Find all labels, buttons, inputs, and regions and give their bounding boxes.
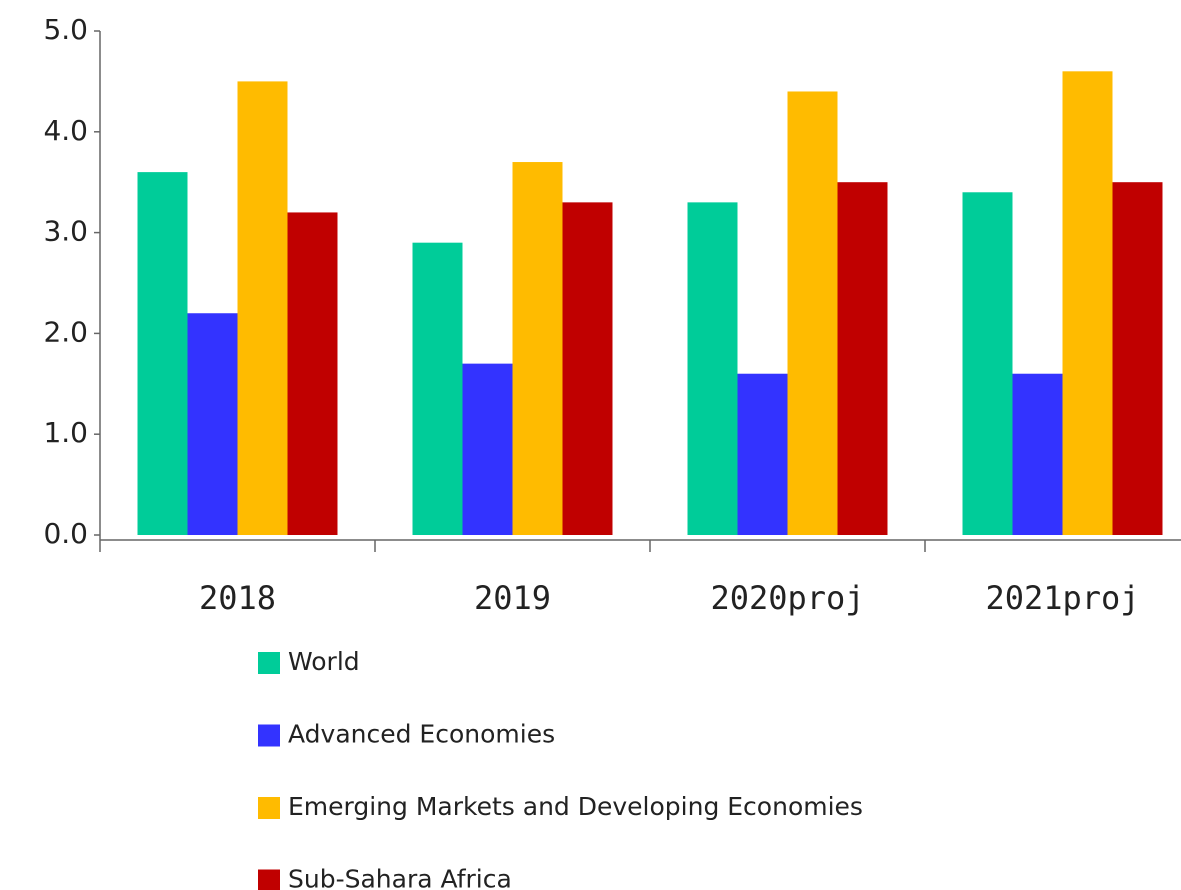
- bar: [837, 182, 888, 535]
- bar: [687, 202, 738, 536]
- y-tick-label: 5.0: [43, 13, 88, 46]
- bar: [137, 172, 188, 535]
- bar: [962, 192, 1013, 535]
- bar: [1112, 182, 1163, 535]
- bar: [237, 81, 288, 536]
- bar: [737, 373, 788, 535]
- bar: [412, 242, 463, 535]
- bar: [1062, 71, 1113, 535]
- bar: [187, 313, 238, 535]
- legend-swatch: [258, 652, 280, 674]
- bar: [1012, 373, 1063, 535]
- y-tick-label: 4.0: [43, 114, 88, 147]
- x-tick-label: 2019: [474, 579, 551, 617]
- bar: [562, 202, 613, 536]
- y-tick-label: 0.0: [43, 517, 88, 550]
- legend-label: Advanced Economies: [288, 720, 555, 749]
- bar: [462, 363, 513, 535]
- y-tick-label: 3.0: [43, 215, 88, 248]
- legend-label: Emerging Markets and Developing Economie…: [288, 792, 863, 821]
- legend-swatch: [258, 869, 280, 890]
- bar: [512, 162, 563, 536]
- bar: [787, 91, 838, 535]
- legend-label: World: [288, 647, 360, 676]
- y-tick-label: 2.0: [43, 315, 88, 348]
- legend-swatch: [258, 797, 280, 819]
- x-tick-label: 2021proj: [985, 579, 1139, 617]
- legend-swatch: [258, 724, 280, 747]
- legend-label: Sub-Sahara Africa: [288, 865, 512, 890]
- y-tick-label: 1.0: [43, 416, 88, 449]
- bar: [287, 212, 338, 535]
- x-tick-label: 2018: [199, 579, 276, 617]
- x-tick-label: 2020proj: [710, 579, 864, 617]
